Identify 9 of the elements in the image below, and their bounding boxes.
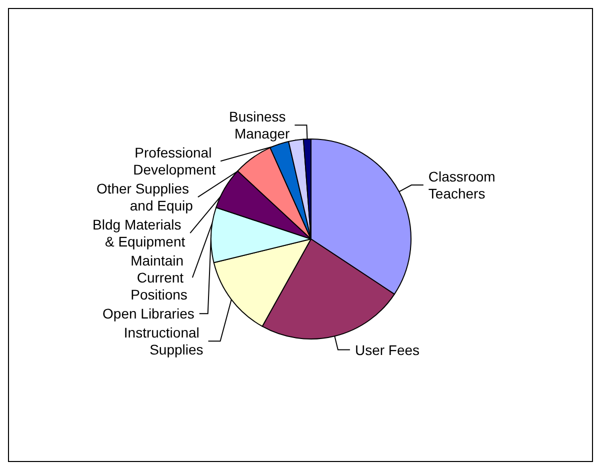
- slice-label: Classroom Teachers: [428, 168, 500, 202]
- slice-label: Business Manager: [229, 108, 290, 142]
- slice-label: Open Libraries: [102, 306, 194, 322]
- slice-label: Other Supplies and Equip: [96, 180, 194, 214]
- slice-label: User Fees: [354, 342, 420, 358]
- slice-label: Bldg Materials & Equipment: [92, 216, 186, 250]
- slice-label: Instructional Supplies: [124, 324, 204, 358]
- slice-label: Maintain Current Positions: [130, 252, 188, 303]
- slice-label: Professional Development: [133, 144, 216, 178]
